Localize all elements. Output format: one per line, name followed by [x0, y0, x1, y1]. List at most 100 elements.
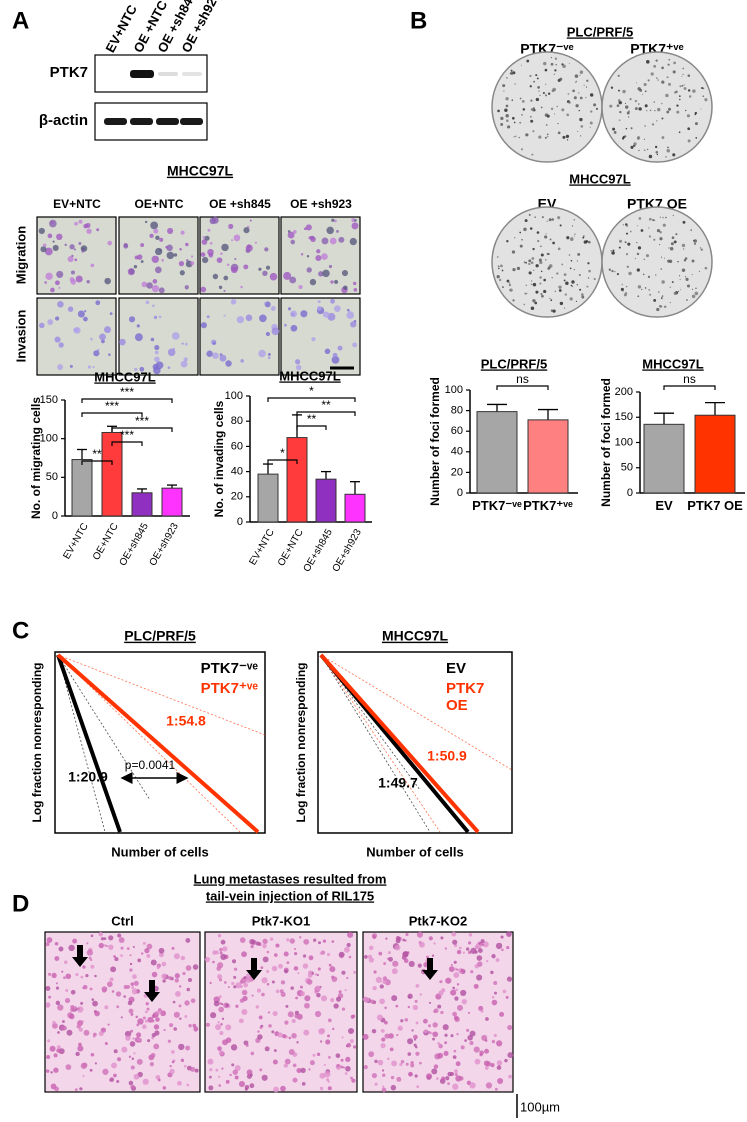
texture-dot — [530, 99, 533, 102]
texture-dot — [687, 74, 691, 77]
frequency-estimate: 1:50.9 — [427, 748, 467, 764]
texture-dot — [625, 232, 629, 235]
texture-dot — [53, 1067, 59, 1073]
texture-dot — [661, 102, 663, 105]
texture-dot — [413, 1038, 416, 1041]
texture-dot — [561, 108, 565, 112]
texture-dot — [153, 315, 158, 320]
texture-dot — [104, 326, 111, 334]
texture-dot — [536, 231, 540, 234]
texture-dot — [539, 276, 542, 279]
texture-dot — [346, 976, 349, 980]
texture-dot — [629, 230, 632, 233]
texture-dot — [460, 1045, 465, 1050]
texture-dot — [683, 84, 685, 86]
texture-dot — [565, 281, 569, 286]
legend-entry-box: EV — [446, 660, 466, 677]
texture-dot — [346, 1042, 352, 1048]
texture-dot — [613, 131, 617, 134]
significance-bracket — [81, 412, 143, 417]
texture-dot — [467, 1034, 473, 1041]
texture-dot — [220, 252, 223, 255]
texture-dot — [283, 271, 292, 280]
texture-dot — [568, 63, 570, 65]
texture-dot — [212, 960, 215, 964]
texture-dot — [73, 327, 79, 333]
texture-dot — [50, 1083, 57, 1090]
y-tick-label: 80 — [451, 405, 463, 417]
texture-dot — [158, 315, 162, 319]
texture-dot — [661, 66, 664, 70]
texture-dot — [185, 242, 189, 247]
texture-dot — [320, 950, 326, 955]
x-tick-label: PTK7⁺ᵛᵉ — [523, 499, 573, 513]
texture-dot — [452, 939, 458, 945]
texture-dot — [45, 941, 50, 947]
texture-dot — [180, 955, 186, 961]
texture-dot — [219, 354, 227, 362]
texture-dot — [656, 77, 658, 79]
texture-dot — [258, 1015, 263, 1020]
colony-plate — [491, 51, 603, 163]
texture-dot — [117, 933, 122, 938]
texture-dot — [200, 322, 207, 329]
texture-dot — [154, 356, 160, 362]
texture-dot — [62, 1025, 67, 1031]
texture-dot — [249, 938, 255, 945]
texture-dot — [151, 971, 158, 978]
texture-dot — [290, 239, 296, 245]
texture-dot — [578, 92, 580, 94]
texture-dot — [701, 86, 704, 89]
texture-dot — [190, 1066, 196, 1072]
pointer-arrow — [422, 958, 438, 980]
texture-dot — [447, 1082, 450, 1085]
chart-title: MHCC97L — [382, 628, 449, 644]
texture-dot — [171, 946, 175, 950]
texture-dot — [647, 275, 651, 278]
texture-dot — [558, 289, 562, 292]
texture-dot — [574, 74, 579, 78]
texture-dot — [480, 1009, 484, 1013]
texture-dot — [50, 287, 55, 293]
texture-dot — [486, 959, 489, 963]
y-tick-label: 150 — [615, 411, 633, 423]
texture-dot — [115, 991, 122, 997]
texture-dot — [98, 931, 103, 937]
texture-dot — [223, 275, 229, 281]
colony-plate — [601, 51, 713, 163]
texture-dot — [235, 1004, 239, 1008]
texture-dot — [85, 974, 89, 978]
texture-dot — [655, 274, 657, 276]
texture-dot — [673, 291, 677, 296]
texture-dot — [285, 1004, 289, 1008]
texture-dot — [218, 1006, 224, 1013]
texture-dot — [345, 1065, 351, 1072]
texture-dot — [534, 301, 538, 305]
texture-dot — [382, 1085, 385, 1088]
y-tick-label: 20 — [231, 491, 243, 503]
texture-dot — [77, 1007, 80, 1011]
texture-dot — [374, 1059, 378, 1064]
texture-dot — [690, 229, 692, 231]
texture-dot — [80, 975, 84, 979]
texture-dot — [178, 1043, 185, 1051]
bar — [101, 431, 123, 517]
texture-dot — [644, 90, 647, 93]
texture-dot — [679, 85, 682, 88]
texture-dot — [530, 283, 533, 286]
texture-dot — [210, 1012, 217, 1019]
texture-dot — [576, 260, 578, 262]
texture-dot — [676, 104, 679, 107]
texture-dot — [453, 960, 457, 964]
texture-dot — [56, 270, 64, 279]
texture-dot — [636, 136, 641, 140]
texture-dot — [562, 64, 566, 69]
texture-dot — [340, 1058, 344, 1062]
texture-dot — [56, 1048, 61, 1053]
texture-dot — [128, 1080, 134, 1086]
bar — [286, 437, 308, 523]
texture-dot — [540, 253, 544, 257]
texture-dot — [688, 95, 692, 98]
texture-dot — [490, 1063, 495, 1068]
texture-dot — [167, 1039, 172, 1043]
